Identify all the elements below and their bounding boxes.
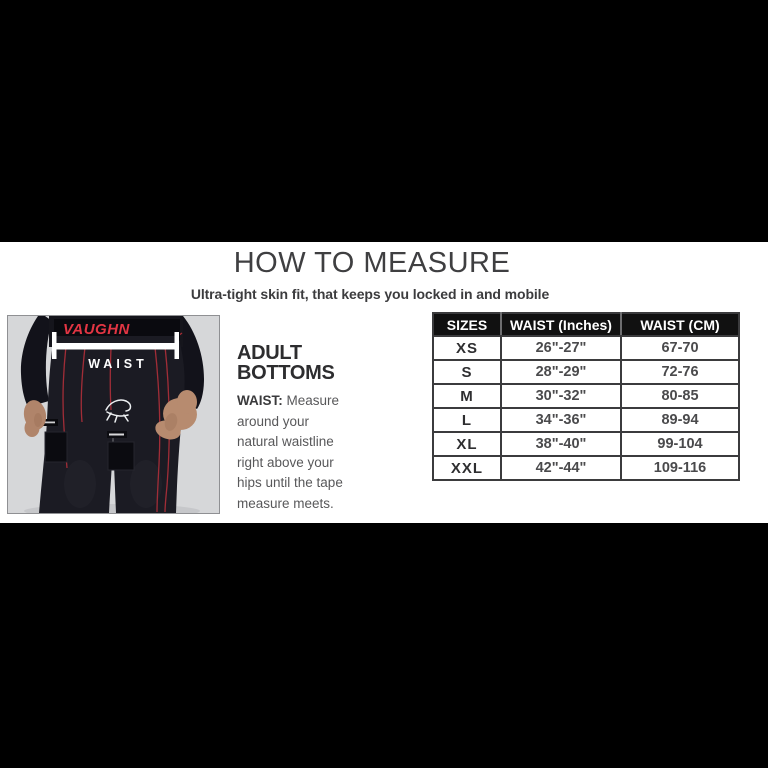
instruction-line: hips until the tape (237, 475, 343, 490)
page-subtitle: Ultra-tight skin fit, that keeps you loc… (190, 286, 550, 302)
cm-cell: 72-76 (620, 359, 740, 385)
instructions-body: WAIST: Measure around your natural waist… (237, 391, 369, 514)
compression-pants-illustration: VAUGHN (8, 316, 219, 513)
left-velcro-patch (44, 431, 68, 463)
size-cell: XL (432, 431, 502, 457)
size-cell: M (432, 383, 502, 409)
cm-cell: 89-94 (620, 407, 740, 433)
size-chart-table: SIZES WAIST (Inches) WAIST (CM) XS 26"-2… (432, 312, 740, 481)
inches-cell: 28"-29" (500, 359, 622, 385)
instruction-line: natural waistline (237, 434, 334, 449)
size-cell: L (432, 407, 502, 433)
left-sleeve (20, 316, 52, 407)
table-row: XS 26"-27" 67-70 (432, 335, 740, 361)
table-header-row: SIZES WAIST (Inches) WAIST (CM) (432, 312, 740, 337)
column-header-waist-inches: WAIST (Inches) (500, 312, 622, 337)
product-photo: VAUGHN (7, 315, 220, 514)
center-velcro-patch (107, 441, 135, 471)
red-seam-stitching (62, 345, 170, 513)
instruction-line: measure meets. (237, 495, 334, 511)
column-header-waist-cm: WAIST (CM) (620, 312, 740, 337)
waist-measure-bar (52, 332, 179, 359)
right-hand (155, 390, 197, 440)
size-cell: XXL (432, 455, 502, 481)
cm-cell: 80-85 (620, 383, 740, 409)
table-row: XL 38"-40" 99-104 (432, 431, 740, 457)
inches-cell: 42"-44" (500, 455, 622, 481)
top-letterbox-bar (0, 0, 768, 242)
size-cell: S (432, 359, 502, 385)
instruction-line: around your (237, 413, 310, 429)
column-header-sizes: SIZES (432, 312, 502, 337)
instructions-heading: ADULT BOTTOMS (237, 342, 335, 384)
left-hand (23, 400, 47, 437)
cm-cell: 99-104 (620, 431, 740, 457)
table-row: XXL 42"-44" 109-116 (432, 455, 740, 481)
cm-cell: 109-116 (620, 455, 740, 481)
inches-cell: 38"-40" (500, 431, 622, 457)
vaughn-panther-logo-icon (105, 399, 132, 423)
table-row: S 28"-29" 72-76 (432, 359, 740, 385)
table-row: L 34"-36" 89-94 (432, 407, 740, 433)
waist-bold-label: WAIST: (237, 393, 283, 408)
instruction-line: right above your (237, 454, 334, 470)
waist-measure-label: WAIST (88, 357, 148, 371)
waistband (54, 319, 180, 341)
instruction-line: WAIST: Measure (237, 393, 340, 408)
instructions-block: ADULT BOTTOMS WAIST: Measure around your… (237, 343, 369, 514)
inches-cell: 34"-36" (500, 407, 622, 433)
inches-cell: 26"-27" (500, 335, 622, 361)
cm-cell: 67-70 (620, 335, 740, 361)
size-cell: XS (432, 335, 502, 361)
waistband-brand-text: VAUGHN (63, 321, 131, 338)
inches-cell: 30"-32" (500, 383, 622, 409)
bottom-letterbox-bar (0, 523, 768, 768)
page-title: HOW TO MEASURE (233, 247, 511, 279)
table-row: M 30"-32" 80-85 (432, 383, 740, 409)
